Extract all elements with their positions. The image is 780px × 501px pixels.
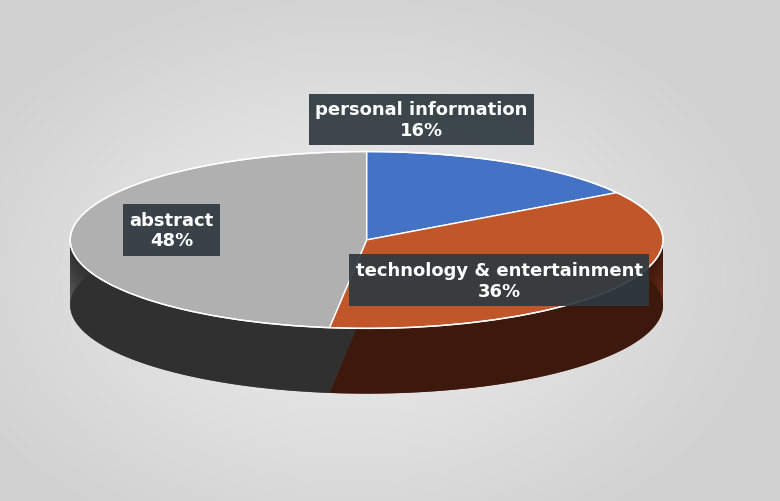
Polygon shape xyxy=(329,241,663,371)
Text: abstract
48%: abstract 48% xyxy=(129,211,214,250)
Polygon shape xyxy=(329,241,663,345)
Polygon shape xyxy=(329,241,663,381)
Polygon shape xyxy=(70,241,329,370)
Polygon shape xyxy=(70,241,329,391)
Polygon shape xyxy=(329,241,663,332)
Polygon shape xyxy=(329,241,663,360)
Polygon shape xyxy=(70,241,329,377)
Polygon shape xyxy=(329,259,663,394)
Polygon shape xyxy=(70,241,329,388)
Polygon shape xyxy=(329,241,663,356)
Polygon shape xyxy=(70,241,329,393)
Polygon shape xyxy=(70,241,329,387)
Polygon shape xyxy=(70,241,329,338)
Polygon shape xyxy=(329,241,663,343)
Polygon shape xyxy=(70,241,329,349)
Polygon shape xyxy=(329,241,663,378)
Polygon shape xyxy=(70,241,329,343)
Polygon shape xyxy=(70,241,329,346)
Polygon shape xyxy=(70,241,329,390)
Polygon shape xyxy=(329,241,663,355)
Text: technology & entertainment
36%: technology & entertainment 36% xyxy=(356,261,643,300)
Polygon shape xyxy=(70,241,329,336)
Polygon shape xyxy=(70,241,329,344)
Polygon shape xyxy=(329,241,663,350)
Polygon shape xyxy=(329,241,663,330)
Polygon shape xyxy=(329,241,663,376)
Polygon shape xyxy=(329,241,663,389)
Polygon shape xyxy=(329,241,663,342)
Polygon shape xyxy=(329,241,663,382)
Polygon shape xyxy=(70,241,329,331)
Polygon shape xyxy=(70,241,329,361)
Polygon shape xyxy=(70,241,329,362)
Polygon shape xyxy=(329,241,663,394)
Polygon shape xyxy=(329,241,663,374)
Polygon shape xyxy=(70,241,329,378)
Polygon shape xyxy=(70,241,329,352)
Polygon shape xyxy=(329,241,663,379)
Polygon shape xyxy=(70,217,367,393)
Polygon shape xyxy=(70,241,329,348)
Polygon shape xyxy=(329,241,663,335)
Text: personal information
16%: personal information 16% xyxy=(315,101,527,140)
Polygon shape xyxy=(70,241,329,335)
Polygon shape xyxy=(70,241,329,359)
Polygon shape xyxy=(329,241,663,352)
Polygon shape xyxy=(329,241,663,353)
Polygon shape xyxy=(70,241,329,333)
Polygon shape xyxy=(70,241,329,365)
Polygon shape xyxy=(70,152,367,328)
Polygon shape xyxy=(329,241,663,334)
Polygon shape xyxy=(70,241,329,375)
Polygon shape xyxy=(329,241,663,365)
Polygon shape xyxy=(367,152,617,240)
Polygon shape xyxy=(70,241,329,380)
Polygon shape xyxy=(70,241,329,330)
Polygon shape xyxy=(70,241,329,356)
Polygon shape xyxy=(329,241,663,384)
Polygon shape xyxy=(70,241,329,374)
Polygon shape xyxy=(329,241,663,373)
Polygon shape xyxy=(329,241,663,361)
Polygon shape xyxy=(70,241,329,367)
Polygon shape xyxy=(70,241,329,339)
Polygon shape xyxy=(367,217,617,306)
Polygon shape xyxy=(329,241,663,392)
Polygon shape xyxy=(329,241,663,386)
Polygon shape xyxy=(329,241,663,366)
Polygon shape xyxy=(329,241,663,358)
Polygon shape xyxy=(70,241,329,372)
Polygon shape xyxy=(329,241,663,337)
Polygon shape xyxy=(329,241,663,369)
Polygon shape xyxy=(329,241,663,391)
Polygon shape xyxy=(329,241,663,387)
Polygon shape xyxy=(329,241,663,347)
Polygon shape xyxy=(70,241,329,382)
Polygon shape xyxy=(329,241,663,339)
Polygon shape xyxy=(70,241,329,341)
Polygon shape xyxy=(70,241,329,364)
Polygon shape xyxy=(70,241,329,357)
Polygon shape xyxy=(70,241,329,369)
Polygon shape xyxy=(70,241,329,383)
Polygon shape xyxy=(70,241,329,385)
Polygon shape xyxy=(70,241,329,354)
Polygon shape xyxy=(70,241,329,351)
Polygon shape xyxy=(329,193,663,329)
Polygon shape xyxy=(329,241,663,368)
Polygon shape xyxy=(329,241,663,348)
Polygon shape xyxy=(329,241,663,340)
Polygon shape xyxy=(329,241,663,363)
